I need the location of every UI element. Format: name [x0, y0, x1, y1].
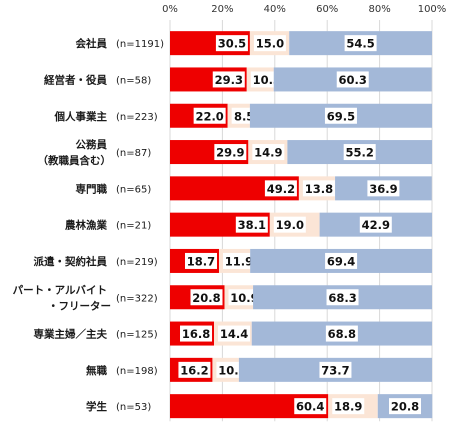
data-label-box [228, 289, 261, 306]
x-tick-label: 100% [418, 4, 447, 15]
data-label-box [253, 35, 286, 52]
data-label: 10.9 [230, 291, 258, 305]
data-label-box [212, 71, 245, 88]
data-label: 22.0 [195, 109, 223, 123]
data-label-box [178, 361, 211, 378]
data-label: 73.7 [321, 363, 349, 377]
x-tick-label: 60% [316, 4, 338, 15]
data-label-box [332, 398, 365, 415]
data-label-box [336, 71, 369, 88]
x-tick-label: 20% [211, 4, 233, 15]
data-label-box [264, 180, 297, 197]
category-label: 経営者・役員 [44, 73, 107, 86]
sample-size-label: (n=322) [116, 293, 158, 304]
data-label: 36.9 [369, 182, 397, 196]
data-label: 19.0 [276, 218, 304, 232]
x-tick-label: 40% [264, 4, 286, 15]
data-label: 13.8 [305, 182, 333, 196]
data-label-box [325, 252, 358, 269]
category-label: 個人事業主 [54, 110, 108, 123]
data-label-box [190, 289, 223, 306]
data-label-box [367, 180, 400, 197]
category-label: 専業主婦／主夫 [34, 328, 108, 341]
category-label: 公務員 [76, 138, 108, 151]
data-label: 55.2 [346, 146, 374, 160]
sample-size-label: (n=219) [116, 257, 158, 268]
category-label: 無職 [86, 364, 107, 377]
data-label-box [214, 144, 247, 161]
data-label-box [344, 35, 377, 52]
sample-size-label: (n=1191) [116, 39, 164, 50]
data-label-box [343, 144, 376, 161]
data-label-box [325, 325, 358, 342]
data-label: 16.2 [180, 363, 208, 377]
data-label-box [324, 107, 357, 124]
sample-size-label: (n=223) [116, 112, 158, 123]
data-label: 30.5 [218, 37, 246, 51]
data-label: 42.9 [362, 218, 390, 232]
data-label-box [302, 180, 335, 197]
x-tick-label: 0% [162, 4, 178, 15]
data-label: 69.5 [327, 109, 355, 123]
data-label-box [184, 252, 217, 269]
data-label: 60.3 [339, 73, 367, 87]
data-label: 18.7 [187, 254, 215, 268]
data-label: 29.3 [215, 73, 243, 87]
sample-size-label: (n=198) [116, 366, 158, 377]
data-label: 60.4 [296, 400, 324, 414]
data-label: 8.5 [234, 109, 254, 123]
data-label: 20.8 [192, 291, 220, 305]
data-label: 15.0 [256, 37, 284, 51]
data-label: 14.9 [254, 146, 282, 160]
data-label-box [235, 216, 268, 233]
data-label: 54.5 [346, 37, 374, 51]
category-label: 派遣・契約社員 [34, 255, 108, 268]
data-label-box [218, 325, 251, 342]
data-label-box [319, 361, 352, 378]
data-label: 16.8 [182, 327, 210, 341]
sample-size-label: (n=21) [116, 221, 151, 232]
sample-size-label: (n=125) [116, 330, 158, 341]
data-label: 18.9 [334, 400, 362, 414]
sample-size-label: (n=87) [116, 148, 151, 159]
category-label: 農林漁業 [65, 219, 107, 232]
x-tick-label: 80% [368, 4, 390, 15]
sample-size-label: (n=65) [116, 184, 151, 195]
category-label: パート・アルバイト [13, 284, 107, 296]
data-label-box [326, 289, 359, 306]
data-label-box [359, 216, 392, 233]
data-label: 11.9 [225, 254, 253, 268]
data-label: 69.4 [327, 254, 355, 268]
data-label-box [273, 216, 306, 233]
data-label: 29.9 [216, 146, 244, 160]
data-label: 20.8 [391, 400, 419, 414]
data-label-box [222, 252, 255, 269]
category-label: 専門職 [76, 182, 108, 195]
category-label: 学生 [86, 400, 107, 413]
category-label-line2: ・フリーター [48, 300, 111, 312]
data-label-box [294, 398, 327, 415]
data-label: 14.4 [220, 327, 248, 341]
data-label: 68.3 [328, 291, 356, 305]
data-label-box [193, 107, 226, 124]
sample-size-label: (n=53) [116, 402, 151, 413]
data-label: 49.2 [267, 182, 295, 196]
data-label-box [215, 35, 248, 52]
data-label: 68.8 [328, 327, 356, 341]
data-label-box [180, 325, 213, 342]
data-label-box [252, 144, 285, 161]
data-label: 38.1 [238, 218, 266, 232]
category-label: 会社員 [76, 37, 108, 50]
sample-size-label: (n=58) [116, 75, 151, 86]
category-label-line2: （教職員含む） [38, 154, 112, 167]
data-label-box [389, 398, 422, 415]
